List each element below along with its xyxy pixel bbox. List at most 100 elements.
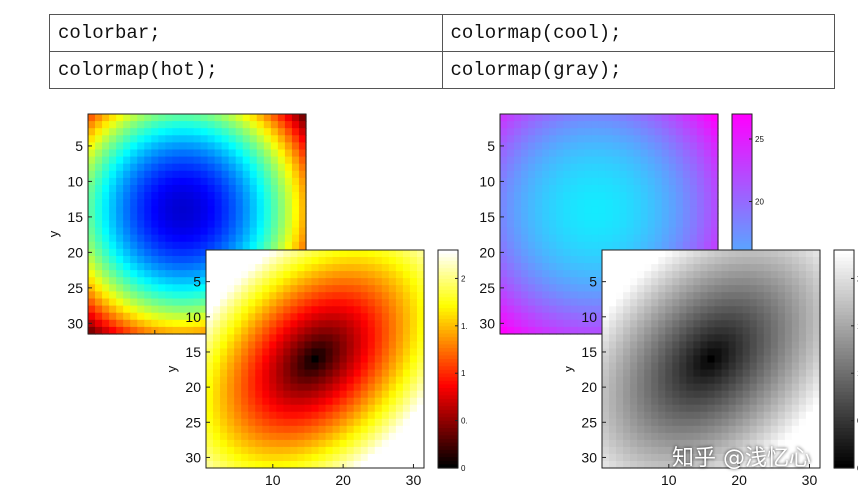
heatmap-cell — [123, 149, 131, 158]
heatmap-cell — [395, 425, 404, 434]
heatmap-cell — [756, 446, 765, 455]
heatmap-cell — [763, 362, 772, 371]
heatmap-cell — [735, 390, 744, 399]
heatmap-cell — [721, 404, 730, 413]
heatmap-cell — [756, 453, 765, 462]
y-tick-label: 30 — [185, 449, 201, 465]
heatmap-cell — [220, 306, 228, 314]
heatmap-cell — [325, 327, 334, 335]
heatmap-cell — [700, 362, 709, 371]
heatmap-cell — [812, 383, 821, 392]
heatmap-cell — [269, 362, 277, 371]
heatmap-cell — [707, 460, 716, 469]
heatmap-cell — [242, 142, 251, 151]
heatmap-cell — [388, 320, 397, 328]
heatmap-cell — [283, 432, 291, 441]
heatmap-cell — [675, 128, 684, 136]
heatmap-cell — [332, 250, 341, 258]
heatmap-cell — [714, 320, 723, 328]
heatmap-cell — [206, 404, 214, 413]
heatmap-cell — [647, 121, 656, 129]
heatmap-cell — [619, 241, 628, 250]
heatmap-cell — [137, 227, 145, 236]
heatmap-cell — [220, 355, 228, 364]
heatmap-cell — [137, 149, 145, 158]
heatmap-cell — [200, 163, 209, 172]
heatmap-cell — [700, 425, 709, 434]
heatmap-cell — [700, 264, 709, 272]
heatmap-cell — [798, 306, 807, 314]
heatmap-cell — [228, 128, 237, 136]
heatmap-cell — [644, 348, 652, 357]
heatmap-cell — [235, 227, 244, 236]
heatmap-cell — [609, 341, 617, 350]
heatmap-cell — [626, 234, 635, 243]
heatmap-cell — [672, 376, 680, 385]
heatmap-cell — [777, 453, 786, 462]
heatmap-cell — [721, 432, 730, 441]
heatmap-cell — [235, 170, 244, 179]
heatmap-cell — [151, 277, 159, 285]
heatmap-cell — [812, 264, 821, 272]
heatmap-cell — [616, 306, 624, 314]
heatmap-cell — [658, 271, 666, 279]
heatmap-cell — [812, 271, 821, 279]
heatmap-cell — [528, 263, 536, 271]
heatmap-cell — [609, 383, 617, 392]
heatmap-cell — [675, 177, 684, 186]
heatmap-cell — [116, 248, 124, 257]
heatmap-cell — [763, 341, 772, 350]
heatmap-cell — [206, 257, 214, 265]
heatmap-cell — [563, 149, 571, 158]
heatmap-cell — [633, 241, 642, 250]
heatmap-cell — [528, 114, 536, 122]
heatmap-cell — [742, 425, 751, 434]
heatmap-cell — [297, 264, 306, 272]
heatmap-cell — [612, 241, 621, 250]
heatmap-cell — [381, 313, 390, 321]
heatmap-cell — [777, 439, 786, 448]
heatmap-cell — [221, 234, 230, 243]
heatmap-cell — [626, 163, 635, 172]
heatmap-cell — [283, 355, 291, 364]
heatmap-cell — [570, 149, 578, 158]
heatmap-cell — [644, 355, 652, 364]
heatmap-cell — [255, 453, 263, 462]
heatmap-cell — [696, 234, 705, 243]
heatmap-cell — [805, 264, 814, 272]
heatmap-cell — [749, 362, 758, 371]
heatmap-cell — [346, 453, 355, 462]
heatmap-cell — [570, 184, 578, 193]
heatmap-cell — [346, 355, 355, 364]
heatmap-cell — [95, 305, 103, 314]
heatmap-cell — [228, 156, 237, 165]
heatmap-cell — [542, 319, 550, 328]
heatmap-cell — [241, 362, 249, 371]
heatmap-cell — [721, 292, 730, 300]
heatmap-cell — [647, 142, 656, 151]
heatmap-cell — [339, 250, 348, 258]
heatmap-cell — [262, 348, 270, 357]
heatmap-cell — [269, 306, 277, 314]
heatmap-cell — [130, 227, 138, 236]
heatmap-cell — [672, 425, 680, 434]
heatmap-cell — [577, 312, 585, 321]
heatmap-cell — [721, 313, 730, 321]
heatmap-cell — [255, 369, 263, 378]
heatmap-cell — [179, 312, 188, 321]
heatmap-cell — [409, 313, 418, 321]
heatmap-cell — [172, 319, 181, 328]
heatmap-cell — [542, 326, 550, 335]
heatmap-cell — [556, 163, 564, 172]
heatmap-cell — [707, 404, 716, 413]
heatmap-cell — [577, 263, 585, 271]
heatmap-cell — [144, 177, 152, 186]
heatmap-cell — [109, 234, 117, 243]
heatmap-cell — [213, 397, 221, 406]
heatmap-cell — [206, 285, 214, 293]
heatmap-cell — [221, 213, 230, 222]
heatmap-cell — [591, 248, 600, 257]
heatmap-cell — [528, 248, 536, 257]
heatmap-cell — [812, 404, 821, 413]
heatmap-cell — [623, 320, 631, 328]
